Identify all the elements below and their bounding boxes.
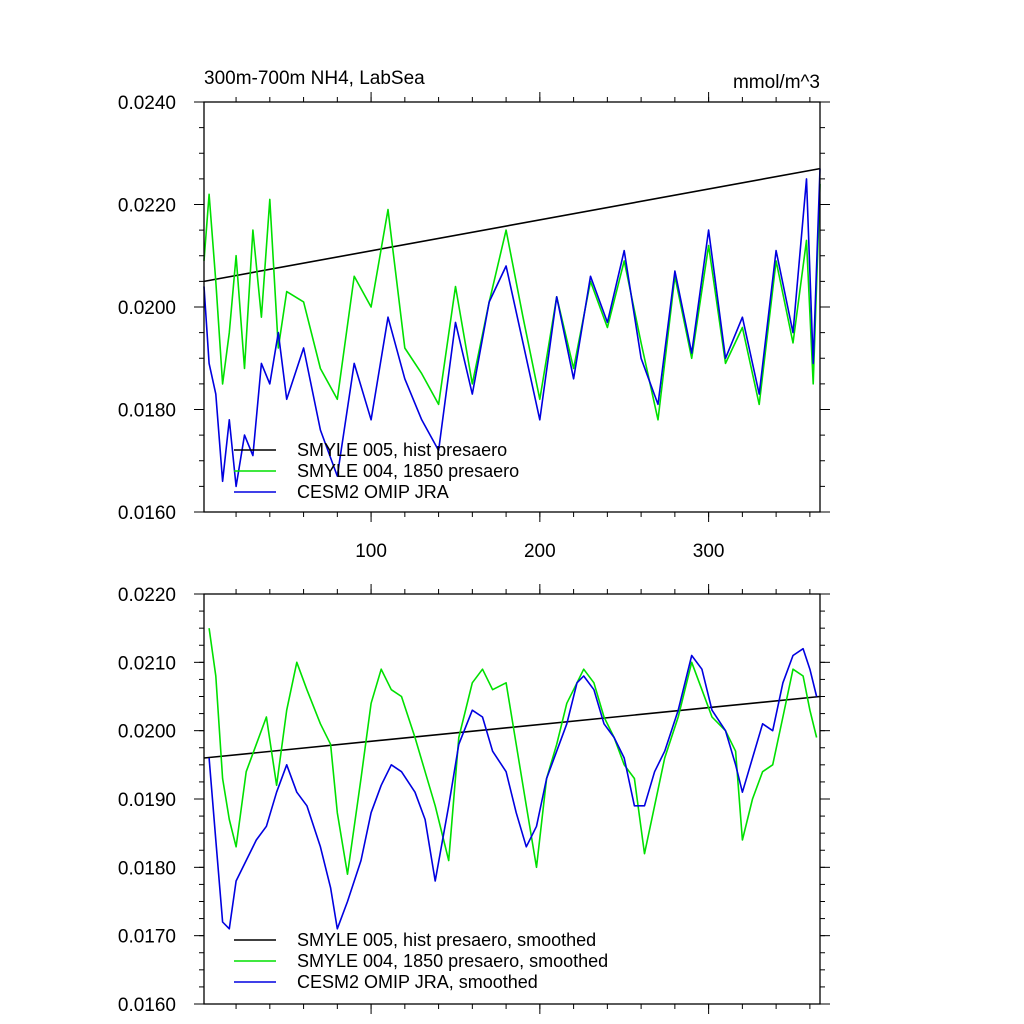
x-tick-labels: 100 200 300 xyxy=(355,541,724,562)
plot-frame xyxy=(203,101,821,513)
series-line-smyle-004 xyxy=(203,183,821,421)
legend: SMYLE 005, hist presaero SMYLE 004, 1850… xyxy=(234,440,519,502)
legend-label: SMYLE 005, hist presaero xyxy=(297,440,507,460)
y-tick-label: 0.0190 xyxy=(118,790,176,811)
y-tick-label: 0.0220 xyxy=(118,585,176,606)
plot-lines xyxy=(203,167,821,488)
series-line-smyle-005-smoothed xyxy=(203,695,821,759)
y-tick-label: 0.0200 xyxy=(118,722,176,743)
panel-bottom: 0.0160 0.0170 0.0180 0.0190 0.0200 0.021… xyxy=(118,584,830,1016)
y-tick-label: 0.0170 xyxy=(118,927,176,948)
tick-marks xyxy=(194,92,830,522)
y-tick-labels: 0.0160 0.0170 0.0180 0.0190 0.0200 0.021… xyxy=(118,585,176,1016)
legend-label: SMYLE 004, 1850 presaero xyxy=(297,461,519,481)
panel-top: 300m-700m NH4, LabSea mmol/m^3 0.0160 0.… xyxy=(118,68,830,562)
series-line-cesm2-omip xyxy=(203,168,821,488)
y-tick-label: 0.0160 xyxy=(118,503,176,524)
series-line-smyle-005 xyxy=(203,167,821,283)
y-tick-label: 0.0210 xyxy=(118,653,176,674)
y-tick-label: 0.0200 xyxy=(118,298,176,319)
series-line-smyle-004-smoothed xyxy=(208,628,818,876)
y-tick-label: 0.0240 xyxy=(118,93,176,114)
chart-title: 300m-700m NH4, LabSea xyxy=(204,68,425,89)
legend-label: SMYLE 004, 1850 presaero, smoothed xyxy=(297,951,608,971)
y-tick-label: 0.0180 xyxy=(118,858,176,879)
legend-label: CESM2 OMIP JRA xyxy=(297,482,449,502)
plot-lines xyxy=(203,628,821,930)
legend-label: CESM2 OMIP JRA, smoothed xyxy=(297,972,538,992)
plot-frame xyxy=(203,593,821,1005)
legend-label: SMYLE 005, hist presaero, smoothed xyxy=(297,930,596,950)
x-tick-label: 100 xyxy=(355,541,387,562)
y-tick-labels: 0.0160 0.0180 0.0200 0.0220 0.0240 xyxy=(118,93,176,524)
series-line-cesm2-omip-smoothed xyxy=(208,647,818,930)
legend: SMYLE 005, hist presaero, smoothed SMYLE… xyxy=(234,930,608,992)
y-tick-label: 0.0160 xyxy=(118,995,176,1016)
tick-marks xyxy=(194,584,830,1014)
x-tick-label: 200 xyxy=(524,541,556,562)
y-tick-label: 0.0180 xyxy=(118,401,176,422)
x-tick-label: 300 xyxy=(693,541,725,562)
units-label: mmol/m^3 xyxy=(733,72,820,93)
y-tick-label: 0.0220 xyxy=(118,196,176,217)
